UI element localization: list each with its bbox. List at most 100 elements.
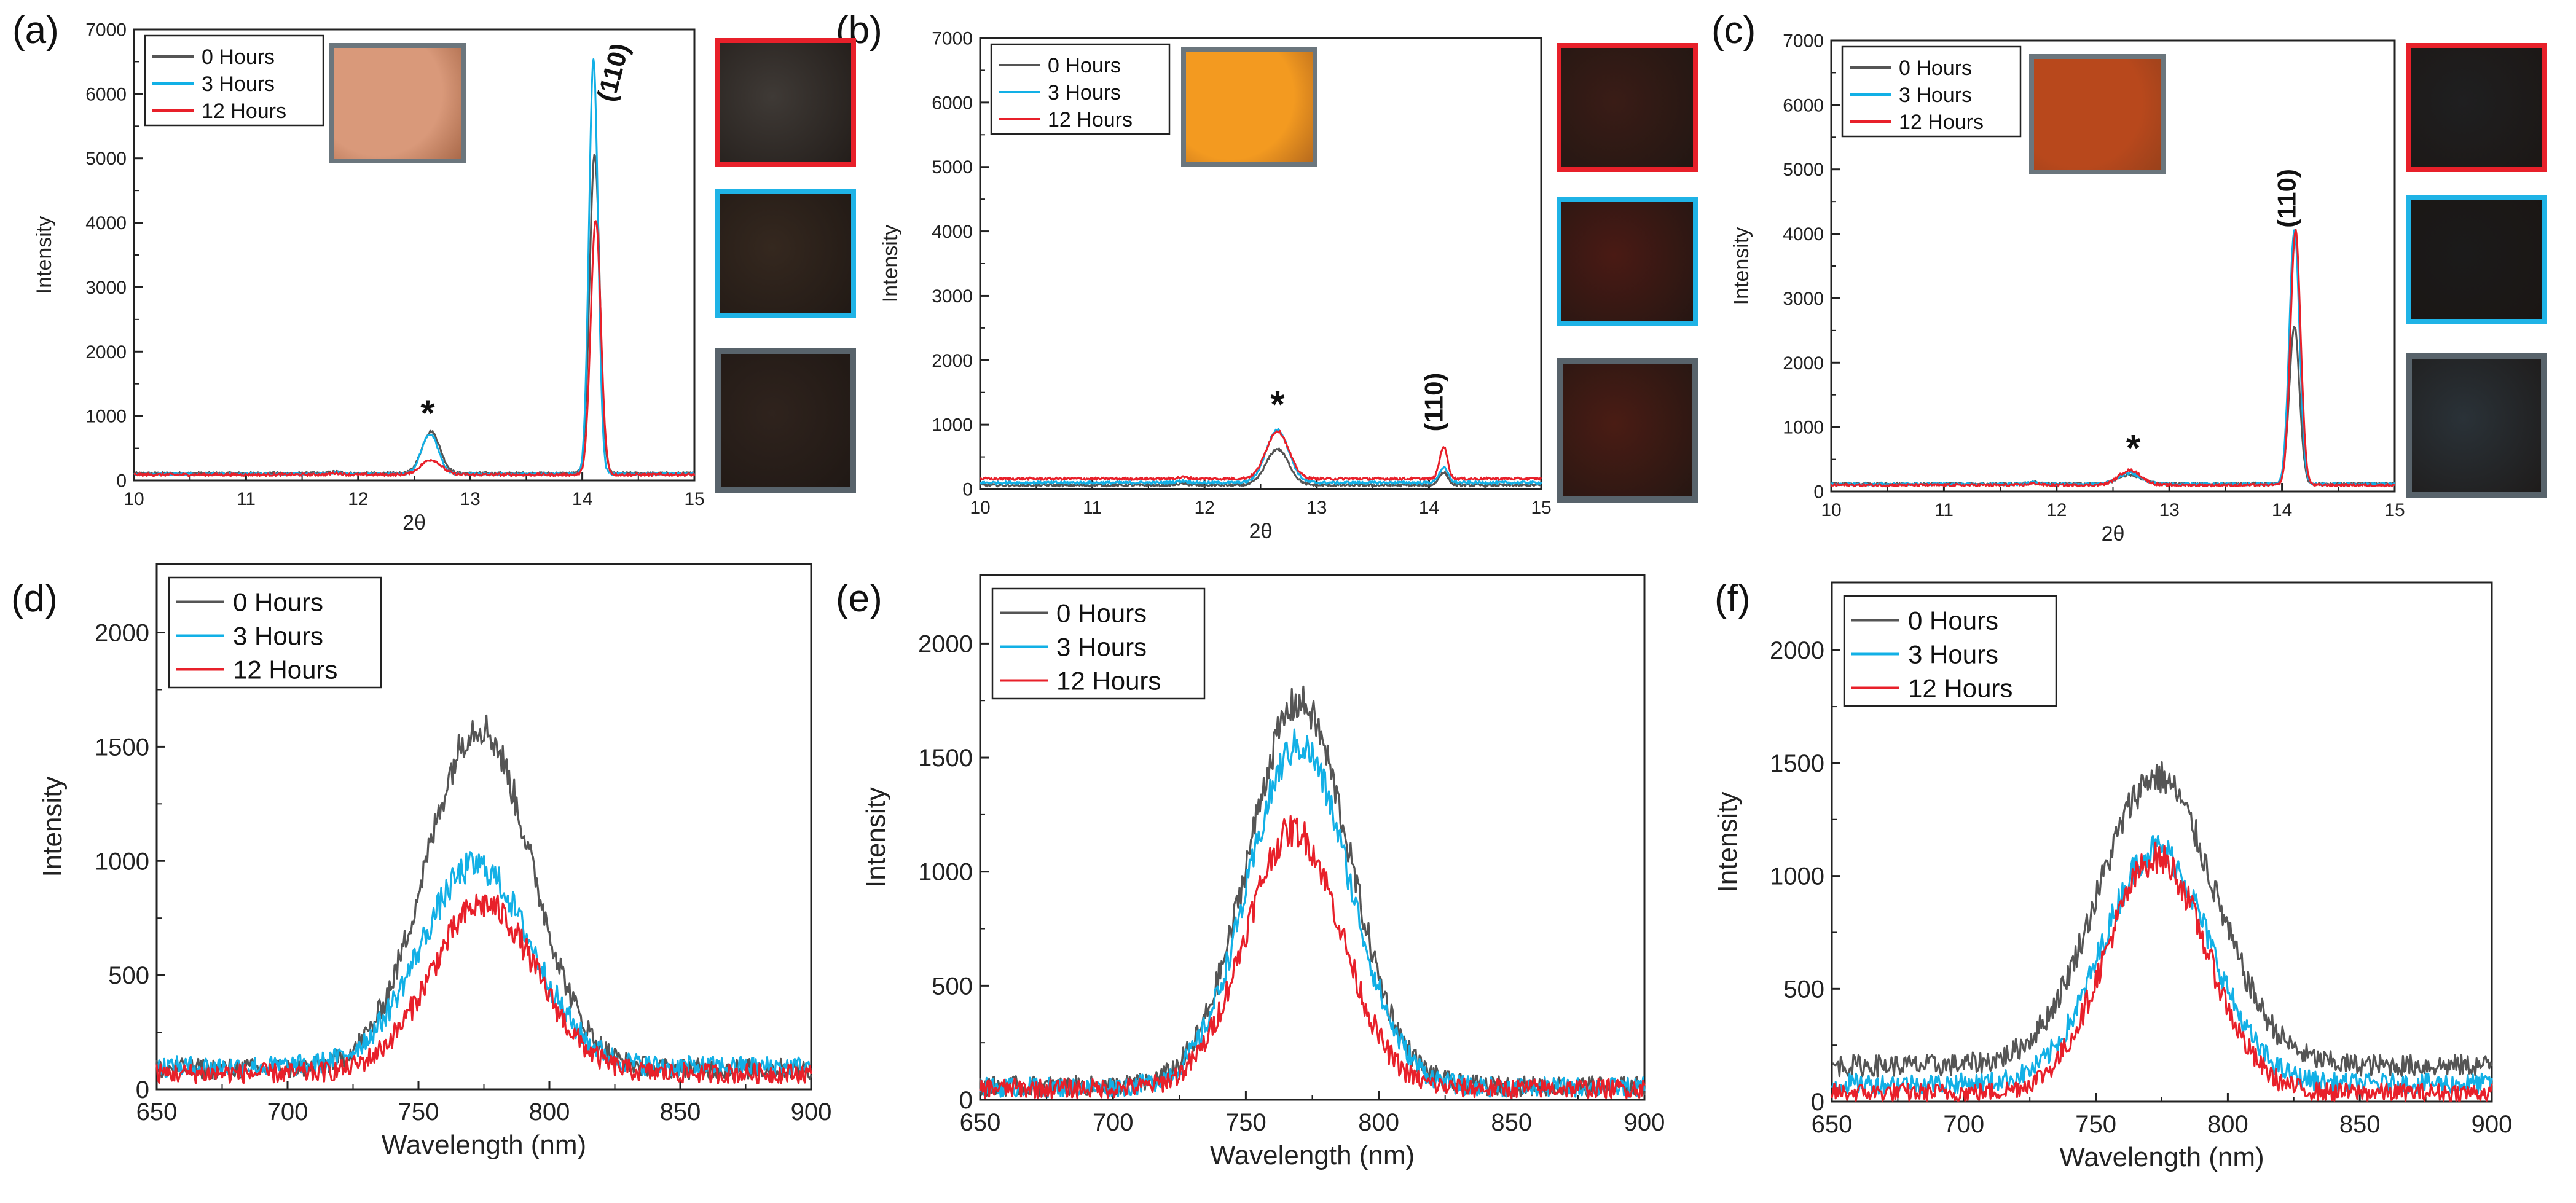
- y-tick-label: 0: [1811, 1089, 1824, 1116]
- annotation-label: *: [1270, 384, 1285, 425]
- sample-photo-0-hours: [715, 348, 856, 493]
- x-tick-label: 750: [2075, 1111, 2116, 1138]
- chart-panel-e: (e) 650 700 750 800 850 900 0 500 1000 1500 2000 Wav…: [836, 574, 1665, 1170]
- legend-label: 12 Hours: [1048, 108, 1133, 131]
- series-line-1: [980, 447, 1542, 488]
- y-tick-label: 1000: [95, 848, 149, 875]
- panel-label-a: (a): [12, 9, 59, 52]
- x-tick-label: 15: [684, 489, 704, 509]
- y-tick-label: 0: [962, 480, 973, 500]
- y-tick-label: 0: [1813, 482, 1824, 503]
- x-tick-label: 700: [1093, 1109, 1134, 1136]
- chart-panel-c: (c) 10 11 12 13 14 15 0 1000 2000 3000 4000 5000 6000…: [1711, 9, 2405, 546]
- y-axis-label: Intensity: [1730, 227, 1753, 305]
- legend-label: 12 Hours: [1908, 674, 2012, 703]
- x-tick-label: 850: [660, 1099, 701, 1126]
- x-tick-label: 900: [1624, 1109, 1665, 1136]
- y-tick-label: 4000: [85, 213, 127, 233]
- series-line-3: [155, 893, 812, 1084]
- sample-photo-0-hours: [1557, 358, 1698, 503]
- x-tick-label: 10: [124, 489, 144, 509]
- y-tick-label: 1500: [918, 745, 973, 772]
- x-tick-label: 800: [529, 1099, 570, 1126]
- x-axis-label: 2θ: [1249, 520, 1273, 543]
- legend-label: 12 Hours: [202, 100, 286, 123]
- y-tick-label: 4000: [1783, 224, 1824, 245]
- x-tick-label: 650: [1812, 1111, 1853, 1138]
- legend-label: 0 Hours: [1899, 57, 1972, 80]
- legend-label: 3 Hours: [1048, 81, 1121, 104]
- y-tick-label: 6000: [1783, 95, 1824, 116]
- series-line-3: [1831, 841, 2493, 1102]
- x-tick-label: 850: [2339, 1111, 2381, 1138]
- panel-label-f: (f): [1714, 578, 1751, 620]
- legend-label: 3 Hours: [1908, 640, 1998, 669]
- series-line-1: [1831, 326, 2395, 486]
- y-tick-label: 2000: [1783, 353, 1824, 374]
- sample-photo-3-hours: [1557, 197, 1698, 326]
- x-tick-label: 11: [1934, 500, 1954, 520]
- annotation-label: (110): [1419, 373, 1448, 432]
- y-tick-label: 2000: [95, 620, 149, 647]
- x-tick-label: 800: [2207, 1111, 2248, 1138]
- x-tick-label: 15: [2384, 500, 2405, 520]
- y-axis-label: Intensity: [33, 216, 56, 294]
- y-tick-label: 6000: [85, 84, 127, 104]
- x-tick-label: 14: [2272, 500, 2292, 520]
- x-tick-label: 10: [1821, 500, 1841, 520]
- legend-label: 0 Hours: [233, 588, 323, 617]
- x-tick-label: 15: [1531, 498, 1551, 518]
- x-axis-label: 2θ: [2102, 522, 2125, 546]
- x-tick-label: 800: [1358, 1109, 1399, 1136]
- x-tick-label: 850: [1491, 1109, 1532, 1136]
- x-tick-label: 11: [1083, 498, 1102, 518]
- x-axis-label: Wavelength (nm): [2059, 1142, 2264, 1172]
- legend-label: 3 Hours: [202, 72, 275, 96]
- x-tick-label: 700: [267, 1099, 308, 1126]
- legend-label: 12 Hours: [1056, 667, 1161, 696]
- x-tick-label: 12: [1195, 498, 1215, 518]
- x-axis-label: 2θ: [402, 511, 426, 535]
- y-tick-label: 1000: [1770, 863, 1824, 890]
- y-tick-label: 7000: [85, 20, 127, 41]
- x-tick-label: 900: [791, 1099, 832, 1126]
- chart-panel-a: (a) 10 11 12 13 14 15 0 1000 2000 3000 4000 5000 6000…: [12, 9, 705, 535]
- series-line-1: [1831, 761, 2493, 1078]
- y-tick-label: 500: [932, 973, 973, 1000]
- series-line-1: [155, 714, 812, 1080]
- sample-inset-photo: [329, 43, 466, 163]
- y-axis-label: Intensity: [1713, 792, 1743, 893]
- sample-photo-12-hours: [1557, 43, 1698, 172]
- y-tick-label: 2000: [1770, 637, 1824, 664]
- y-tick-label: 1000: [932, 415, 973, 436]
- y-tick-label: 2000: [918, 630, 973, 657]
- annotation-label: (110): [591, 40, 634, 104]
- y-tick-label: 2000: [85, 342, 127, 362]
- x-tick-label: 13: [2159, 500, 2180, 520]
- y-tick-label: 7000: [1783, 31, 1824, 52]
- x-axis-label: Wavelength (nm): [1210, 1140, 1415, 1170]
- x-tick-label: 12: [348, 489, 368, 509]
- series-line-2: [979, 428, 1542, 485]
- sample-inset-photo: [1181, 47, 1317, 167]
- chart-panel-d: (d) 650 700 750 800 850 900 0 500 1000 1500 2000 Wav…: [11, 563, 832, 1160]
- y-tick-label: 3000: [1783, 289, 1824, 309]
- x-tick-label: 13: [1306, 498, 1327, 518]
- y-tick-label: 2000: [932, 351, 973, 371]
- legend-label: 3 Hours: [233, 622, 323, 651]
- x-tick-label: 750: [398, 1099, 439, 1126]
- y-tick-label: 500: [108, 962, 149, 989]
- series-line-1: [133, 154, 695, 476]
- y-tick-label: 500: [1783, 976, 1824, 1003]
- y-tick-label: 0: [116, 471, 127, 492]
- x-tick-label: 750: [1225, 1109, 1266, 1136]
- annotation-label: (110): [2272, 169, 2301, 228]
- y-tick-label: 5000: [932, 157, 973, 178]
- sample-photo-12-hours: [2406, 43, 2547, 172]
- x-tick-label: 650: [136, 1099, 178, 1126]
- legend-label: 0 Hours: [202, 45, 275, 69]
- series-line-2: [1830, 229, 2395, 487]
- y-tick-label: 5000: [85, 149, 127, 169]
- y-tick-label: 6000: [932, 93, 973, 113]
